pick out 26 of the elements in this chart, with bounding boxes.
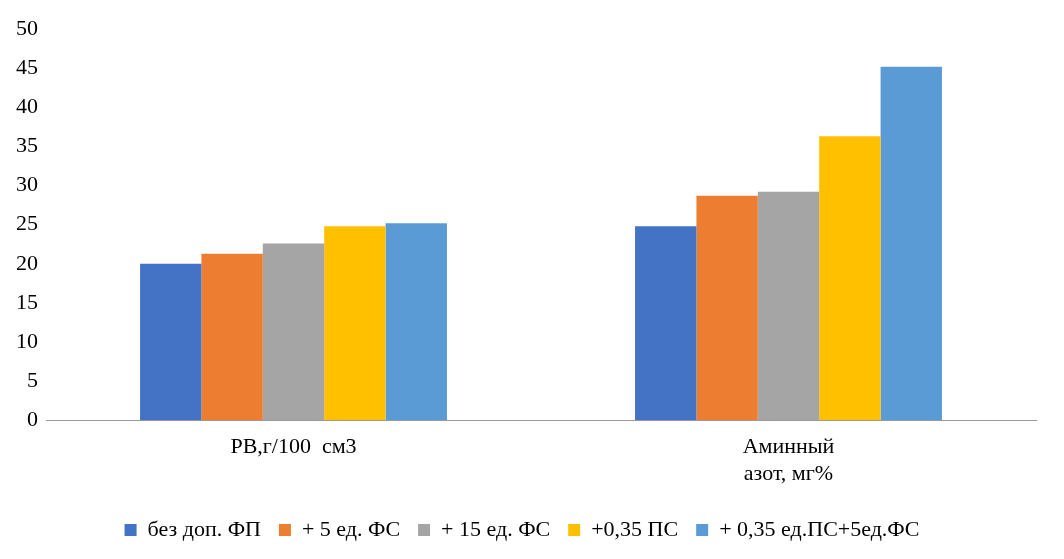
legend-label: + 0,35 ед.ПС+5ед.ФС: [719, 515, 920, 541]
bar: [880, 66, 942, 421]
legend-label: + 5 ед. ФС: [301, 515, 401, 541]
legend-label: + 15 ед. ФС: [441, 515, 551, 541]
x-tick-label: Аминный азот, мг%: [742, 433, 835, 485]
legend-label: без доп. ФП: [147, 515, 262, 541]
y-tick-label: 40: [16, 93, 38, 119]
y-tick-label: 20: [16, 249, 38, 275]
bar: [635, 226, 697, 421]
bar: [201, 253, 263, 421]
y-tick-label: 45: [16, 54, 38, 80]
y-tick-label: 15: [16, 288, 38, 314]
x-tick-label: РВ,г/100 см3: [230, 433, 357, 459]
legend-label: +0,35 ПС: [591, 515, 679, 541]
y-tick-label: 50: [16, 14, 38, 40]
bar: [385, 223, 447, 421]
bar: [324, 226, 386, 421]
bar: [140, 263, 202, 421]
y-tick-label: 0: [27, 405, 38, 431]
bar: [696, 195, 758, 421]
y-tick-label: 10: [16, 327, 38, 353]
bar: [819, 136, 881, 421]
y-tick-label: 25: [16, 210, 38, 236]
y-tick-label: 35: [16, 132, 38, 158]
y-tick-label: 5: [27, 366, 38, 392]
y-tick-label: 30: [16, 171, 38, 197]
